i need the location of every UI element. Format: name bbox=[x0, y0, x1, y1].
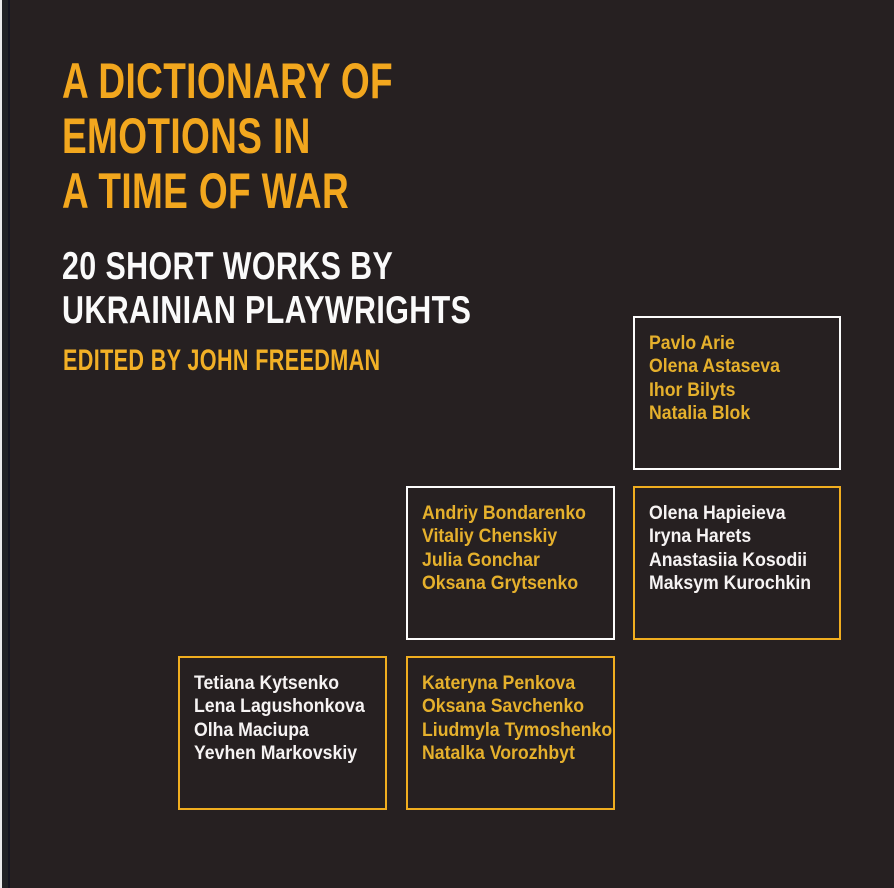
playwright-name: Olena Astaseva bbox=[649, 356, 780, 378]
author-box-3: Olena Hapieieva Iryna Harets Anastasiia … bbox=[633, 486, 841, 640]
author-box-3-names: Olena Hapieieva Iryna Harets Anastasiia … bbox=[649, 502, 816, 596]
playwright-name: Lena Lagushonkova bbox=[194, 696, 365, 718]
title-line-1: A DICTIONARY OF bbox=[62, 53, 394, 109]
playwright-name: Julia Gonchar bbox=[422, 549, 540, 571]
playwright-name: Olena Hapieieva bbox=[649, 503, 786, 524]
playwright-name: Olha Maciupa bbox=[194, 719, 309, 741]
playwright-name: Natalia Blok bbox=[649, 403, 751, 425]
playwright-name: Andriy Bondarenko bbox=[422, 503, 586, 524]
spine-band bbox=[2, 0, 8, 888]
editor-credit: EDITED BY JOHN FREEDMAN bbox=[63, 344, 381, 377]
author-box-4-names: Tetiana Kytsenko Lena Lagushonkova Olha … bbox=[194, 672, 365, 766]
author-box-5: Kateryna Penkova Oksana Savchenko Liudmy… bbox=[406, 656, 615, 810]
playwright-name: Oksana Grytsenko bbox=[422, 573, 579, 595]
playwright-name: Liudmyla Tymoshenko bbox=[422, 719, 613, 741]
playwright-name: Natalka Vorozhbyt bbox=[422, 743, 575, 765]
playwright-name: Maksym Kurochkin bbox=[649, 573, 812, 595]
title-line-2: EMOTIONS IN bbox=[62, 108, 311, 164]
playwright-name: Oksana Savchenko bbox=[422, 696, 585, 718]
author-box-4: Tetiana Kytsenko Lena Lagushonkova Olha … bbox=[178, 656, 387, 810]
cover-left-edge bbox=[0, 0, 2, 888]
playwright-name: Yevhen Markovskiy bbox=[194, 743, 358, 765]
author-box-5-names: Kateryna Penkova Oksana Savchenko Liudmy… bbox=[422, 672, 613, 766]
book-title: A DICTIONARY OF EMOTIONS IN A TIME OF WA… bbox=[62, 54, 509, 219]
author-box-1: Pavlo Arie Olena Astaseva Ihor Bilyts Na… bbox=[633, 316, 841, 470]
playwright-name: Tetiana Kytsenko bbox=[194, 673, 340, 694]
author-box-1-names: Pavlo Arie Olena Astaseva Ihor Bilyts Na… bbox=[649, 332, 816, 426]
playwright-name: Kateryna Penkova bbox=[422, 673, 576, 694]
playwright-name: Iryna Harets bbox=[649, 526, 752, 548]
author-box-2-names: Andriy Bondarenko Vitaliy Chenskiy Julia… bbox=[422, 502, 590, 596]
author-box-2: Andriy Bondarenko Vitaliy Chenskiy Julia… bbox=[406, 486, 615, 640]
subtitle-line-1: 20 SHORT WORKS BY bbox=[62, 245, 394, 288]
spine-crease-line bbox=[8, 0, 10, 888]
playwright-name: Anastasiia Kosodii bbox=[649, 549, 808, 571]
title-line-3: A TIME OF WAR bbox=[62, 163, 350, 219]
playwright-name: Ihor Bilyts bbox=[649, 379, 736, 401]
book-subtitle: 20 SHORT WORKS BY UKRAINIAN PLAYWRIGHTS bbox=[62, 245, 587, 333]
playwright-name: Pavlo Arie bbox=[649, 333, 735, 354]
playwright-name: Vitaliy Chenskiy bbox=[422, 526, 558, 548]
subtitle-line-2: UKRAINIAN PLAYWRIGHTS bbox=[62, 289, 472, 332]
